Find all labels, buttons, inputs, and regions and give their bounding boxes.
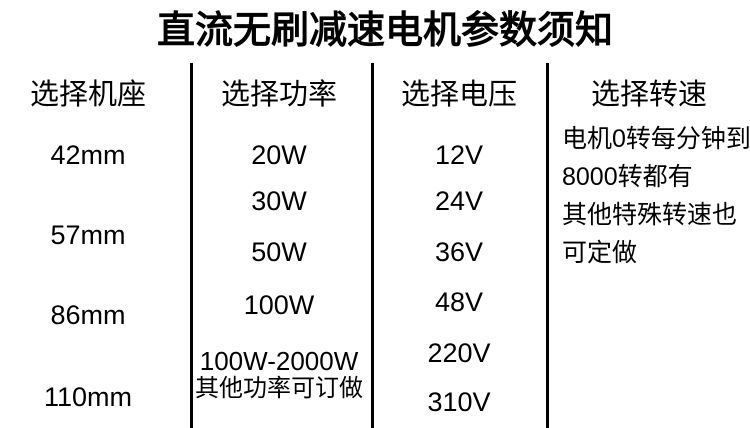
- speed-note: 电机0转每分钟到 8000转都有 其他特殊转速也 可定做: [562, 120, 750, 272]
- frame-size-option: 110mm: [43, 382, 133, 412]
- page-title: 直流无刷减速电机参数须知: [156, 10, 613, 52]
- column-voltage: 选择电压 12V 24V 36V 48V 220V 310V: [373, 0, 545, 428]
- voltage-option: 12V: [434, 140, 484, 170]
- power-option: 50W: [251, 237, 307, 267]
- column-header-frame-size: 选择机座: [29, 79, 146, 111]
- voltage-option: 36V: [434, 237, 484, 267]
- frame-size-option: 57mm: [50, 220, 126, 250]
- column-divider-1: [190, 63, 193, 428]
- voltage-option: 220V: [427, 338, 491, 368]
- column-divider-2: [371, 63, 374, 428]
- power-custom-note: 其他功率可订做: [195, 375, 363, 402]
- voltage-option: 48V: [434, 287, 484, 317]
- voltage-option: 310V: [427, 387, 491, 417]
- frame-size-option: 42mm: [50, 140, 126, 170]
- column-header-speed: 选择转速: [590, 79, 707, 111]
- speed-note-line: 可定做: [562, 239, 638, 267]
- column-header-voltage: 选择电压: [400, 79, 517, 111]
- column-power: 选择功率 20W 30W 50W 100W 100W-2000W 其他功率可订做: [193, 0, 365, 428]
- speed-note-line: 其他特殊转速也: [562, 201, 738, 229]
- column-divider-3: [546, 63, 549, 428]
- column-speed: 选择转速 电机0转每分钟到 8000转都有 其他特殊转速也 可定做: [548, 0, 750, 428]
- power-option: 100W: [243, 290, 315, 320]
- speed-note-line: 电机0转每分钟到: [562, 125, 750, 153]
- column-header-power: 选择功率: [220, 79, 337, 111]
- power-option: 20W: [251, 140, 307, 170]
- power-option: 30W: [251, 186, 307, 216]
- voltage-option: 24V: [434, 186, 484, 216]
- frame-size-option: 86mm: [50, 300, 126, 330]
- column-frame-size: 选择机座 42mm 57mm 86mm 110mm: [0, 0, 176, 428]
- speed-note-line: 8000转都有: [562, 163, 693, 191]
- power-option: 100W-2000W: [199, 346, 359, 376]
